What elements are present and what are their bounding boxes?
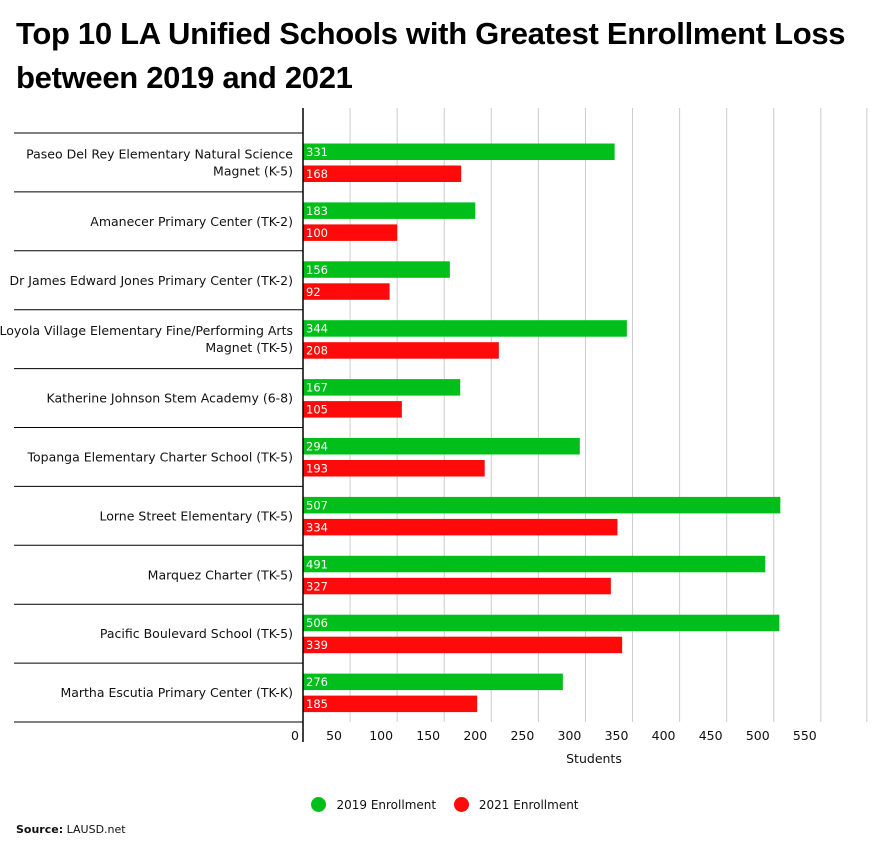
legend-item-2021[interactable]: 2021 Enrollment xyxy=(453,797,579,812)
legend-label-2019: 2019 Enrollment xyxy=(336,797,437,812)
data-label-2021-9: 185 xyxy=(306,697,328,711)
bar-2019-9 xyxy=(303,673,563,691)
data-label-2021-1: 100 xyxy=(306,226,328,240)
bar-2019-5 xyxy=(303,438,580,455)
category-label-7: Marquez Charter (TK-5) xyxy=(148,567,293,582)
bar-2019-1 xyxy=(303,202,476,219)
data-label-2019-2: 156 xyxy=(306,263,328,277)
data-label-2019-3: 344 xyxy=(306,322,328,336)
x-tick-label-0: 0 xyxy=(291,728,299,743)
category-label-4: Katherine Johnson Stem Academy (6-8) xyxy=(47,391,293,406)
bar-2021-6 xyxy=(303,518,618,536)
data-label-2021-0: 168 xyxy=(306,167,328,181)
x-tick-label-450: 450 xyxy=(699,728,723,743)
data-label-2021-7: 327 xyxy=(306,579,328,593)
bar-2019-8 xyxy=(303,614,780,632)
bar-2021-1 xyxy=(303,224,398,241)
data-label-2019-5: 294 xyxy=(306,440,328,454)
legend-item-2019[interactable]: 2019 Enrollment xyxy=(311,797,436,812)
bar-2021-3 xyxy=(303,342,499,359)
category-label-3-line-1: Magnet (TK-5) xyxy=(205,340,293,355)
x-tick-label-550: 550 xyxy=(793,728,817,743)
source-value: LAUSD.net xyxy=(66,823,126,836)
bar-2019-2 xyxy=(303,261,450,278)
category-label-0-line-1: Magnet (K-5) xyxy=(213,163,293,178)
legend-swatch-2021 xyxy=(453,797,469,812)
x-tick-label-350: 350 xyxy=(605,728,629,743)
bar-2019-6 xyxy=(303,496,781,514)
bar-2019-0 xyxy=(303,143,615,160)
data-label-2019-1: 183 xyxy=(306,204,328,218)
source-note: Source: LAUSD.net xyxy=(16,823,126,836)
data-label-2019-6: 507 xyxy=(306,498,328,512)
bar-2021-2 xyxy=(303,283,390,300)
data-label-2019-7: 491 xyxy=(306,557,328,571)
bar-2021-0 xyxy=(303,165,462,182)
data-label-2019-4: 167 xyxy=(306,381,328,395)
bar-2019-7 xyxy=(303,555,766,573)
x-tick-label-500: 500 xyxy=(746,728,770,743)
bar-2019-4 xyxy=(303,379,461,396)
x-tick-label-50: 50 xyxy=(326,728,342,743)
x-tick-label-300: 300 xyxy=(558,728,582,743)
data-label-2021-4: 105 xyxy=(306,403,328,417)
data-label-2021-2: 92 xyxy=(306,285,321,299)
bar-2021-9 xyxy=(303,695,478,713)
data-label-2021-8: 339 xyxy=(306,638,328,652)
category-label-3-line-0: Loyola Village Elementary Fine/Performin… xyxy=(0,323,293,338)
x-tick-label-250: 250 xyxy=(510,728,534,743)
category-label-9: Martha Escutia Primary Center (TK-K) xyxy=(60,685,293,700)
legend-swatch-2019 xyxy=(311,797,327,812)
data-label-2021-3: 208 xyxy=(306,344,328,358)
category-label-6: Lorne Street Elementary (TK-5) xyxy=(99,508,293,523)
legend: 2019 Enrollment 2021 Enrollment xyxy=(0,797,890,815)
data-label-2019-8: 506 xyxy=(306,616,328,630)
bar-2021-8 xyxy=(303,636,623,654)
bar-2021-4 xyxy=(303,401,402,418)
x-tick-label-200: 200 xyxy=(463,728,487,743)
bar-2021-7 xyxy=(303,577,611,595)
category-label-8: Pacific Boulevard School (TK-5) xyxy=(100,626,293,641)
chart-title: Top 10 LA Unified Schools with Greatest … xyxy=(16,16,846,95)
legend-label-2021: 2021 Enrollment xyxy=(478,797,579,812)
category-label-0-line-0: Paseo Del Rey Elementary Natural Science xyxy=(26,146,293,161)
source-label: Source: xyxy=(16,823,64,836)
category-label-1: Amanecer Primary Center (TK-2) xyxy=(90,214,293,229)
category-label-5: Topanga Elementary Charter School (TK-5) xyxy=(26,449,293,464)
bar-2019-3 xyxy=(303,320,627,337)
x-tick-label-100: 100 xyxy=(369,728,393,743)
x-tick-label-400: 400 xyxy=(652,728,676,743)
bar-2021-5 xyxy=(303,460,485,477)
data-label-2021-5: 193 xyxy=(306,462,328,476)
x-axis-title: Students xyxy=(566,751,622,766)
category-label-2: Dr James Edward Jones Primary Center (TK… xyxy=(10,273,293,288)
data-label-2021-6: 334 xyxy=(306,520,328,534)
x-tick-label-150: 150 xyxy=(416,728,440,743)
data-label-2019-9: 276 xyxy=(306,675,328,689)
data-label-2019-0: 331 xyxy=(306,145,328,159)
